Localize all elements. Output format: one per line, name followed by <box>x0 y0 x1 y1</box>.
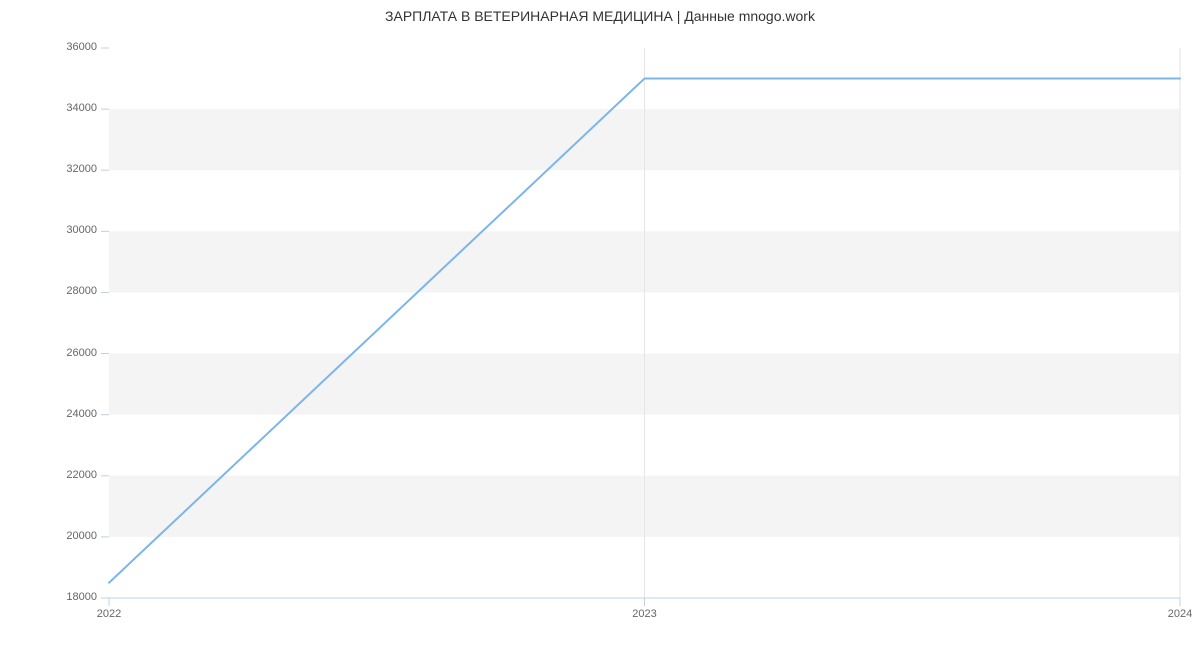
x-tick-label: 2024 <box>1150 608 1200 620</box>
y-tick-label: 18000 <box>66 591 97 603</box>
y-tick-label: 28000 <box>66 285 97 297</box>
y-tick-label: 32000 <box>66 163 97 175</box>
salary-line-chart: ЗАРПЛАТА В ВЕТЕРИНАРНАЯ МЕДИЦИНА | Данны… <box>0 0 1200 650</box>
y-tick-label: 26000 <box>66 347 97 359</box>
y-tick-label: 20000 <box>66 530 97 542</box>
y-tick-label: 30000 <box>66 224 97 236</box>
y-tick-label: 24000 <box>66 408 97 420</box>
x-tick-label: 2023 <box>615 608 675 620</box>
y-tick-label: 34000 <box>66 102 97 114</box>
x-tick-label: 2022 <box>79 608 139 620</box>
chart-svg <box>0 0 1200 650</box>
y-tick-label: 36000 <box>66 41 97 53</box>
y-tick-label: 22000 <box>66 469 97 481</box>
